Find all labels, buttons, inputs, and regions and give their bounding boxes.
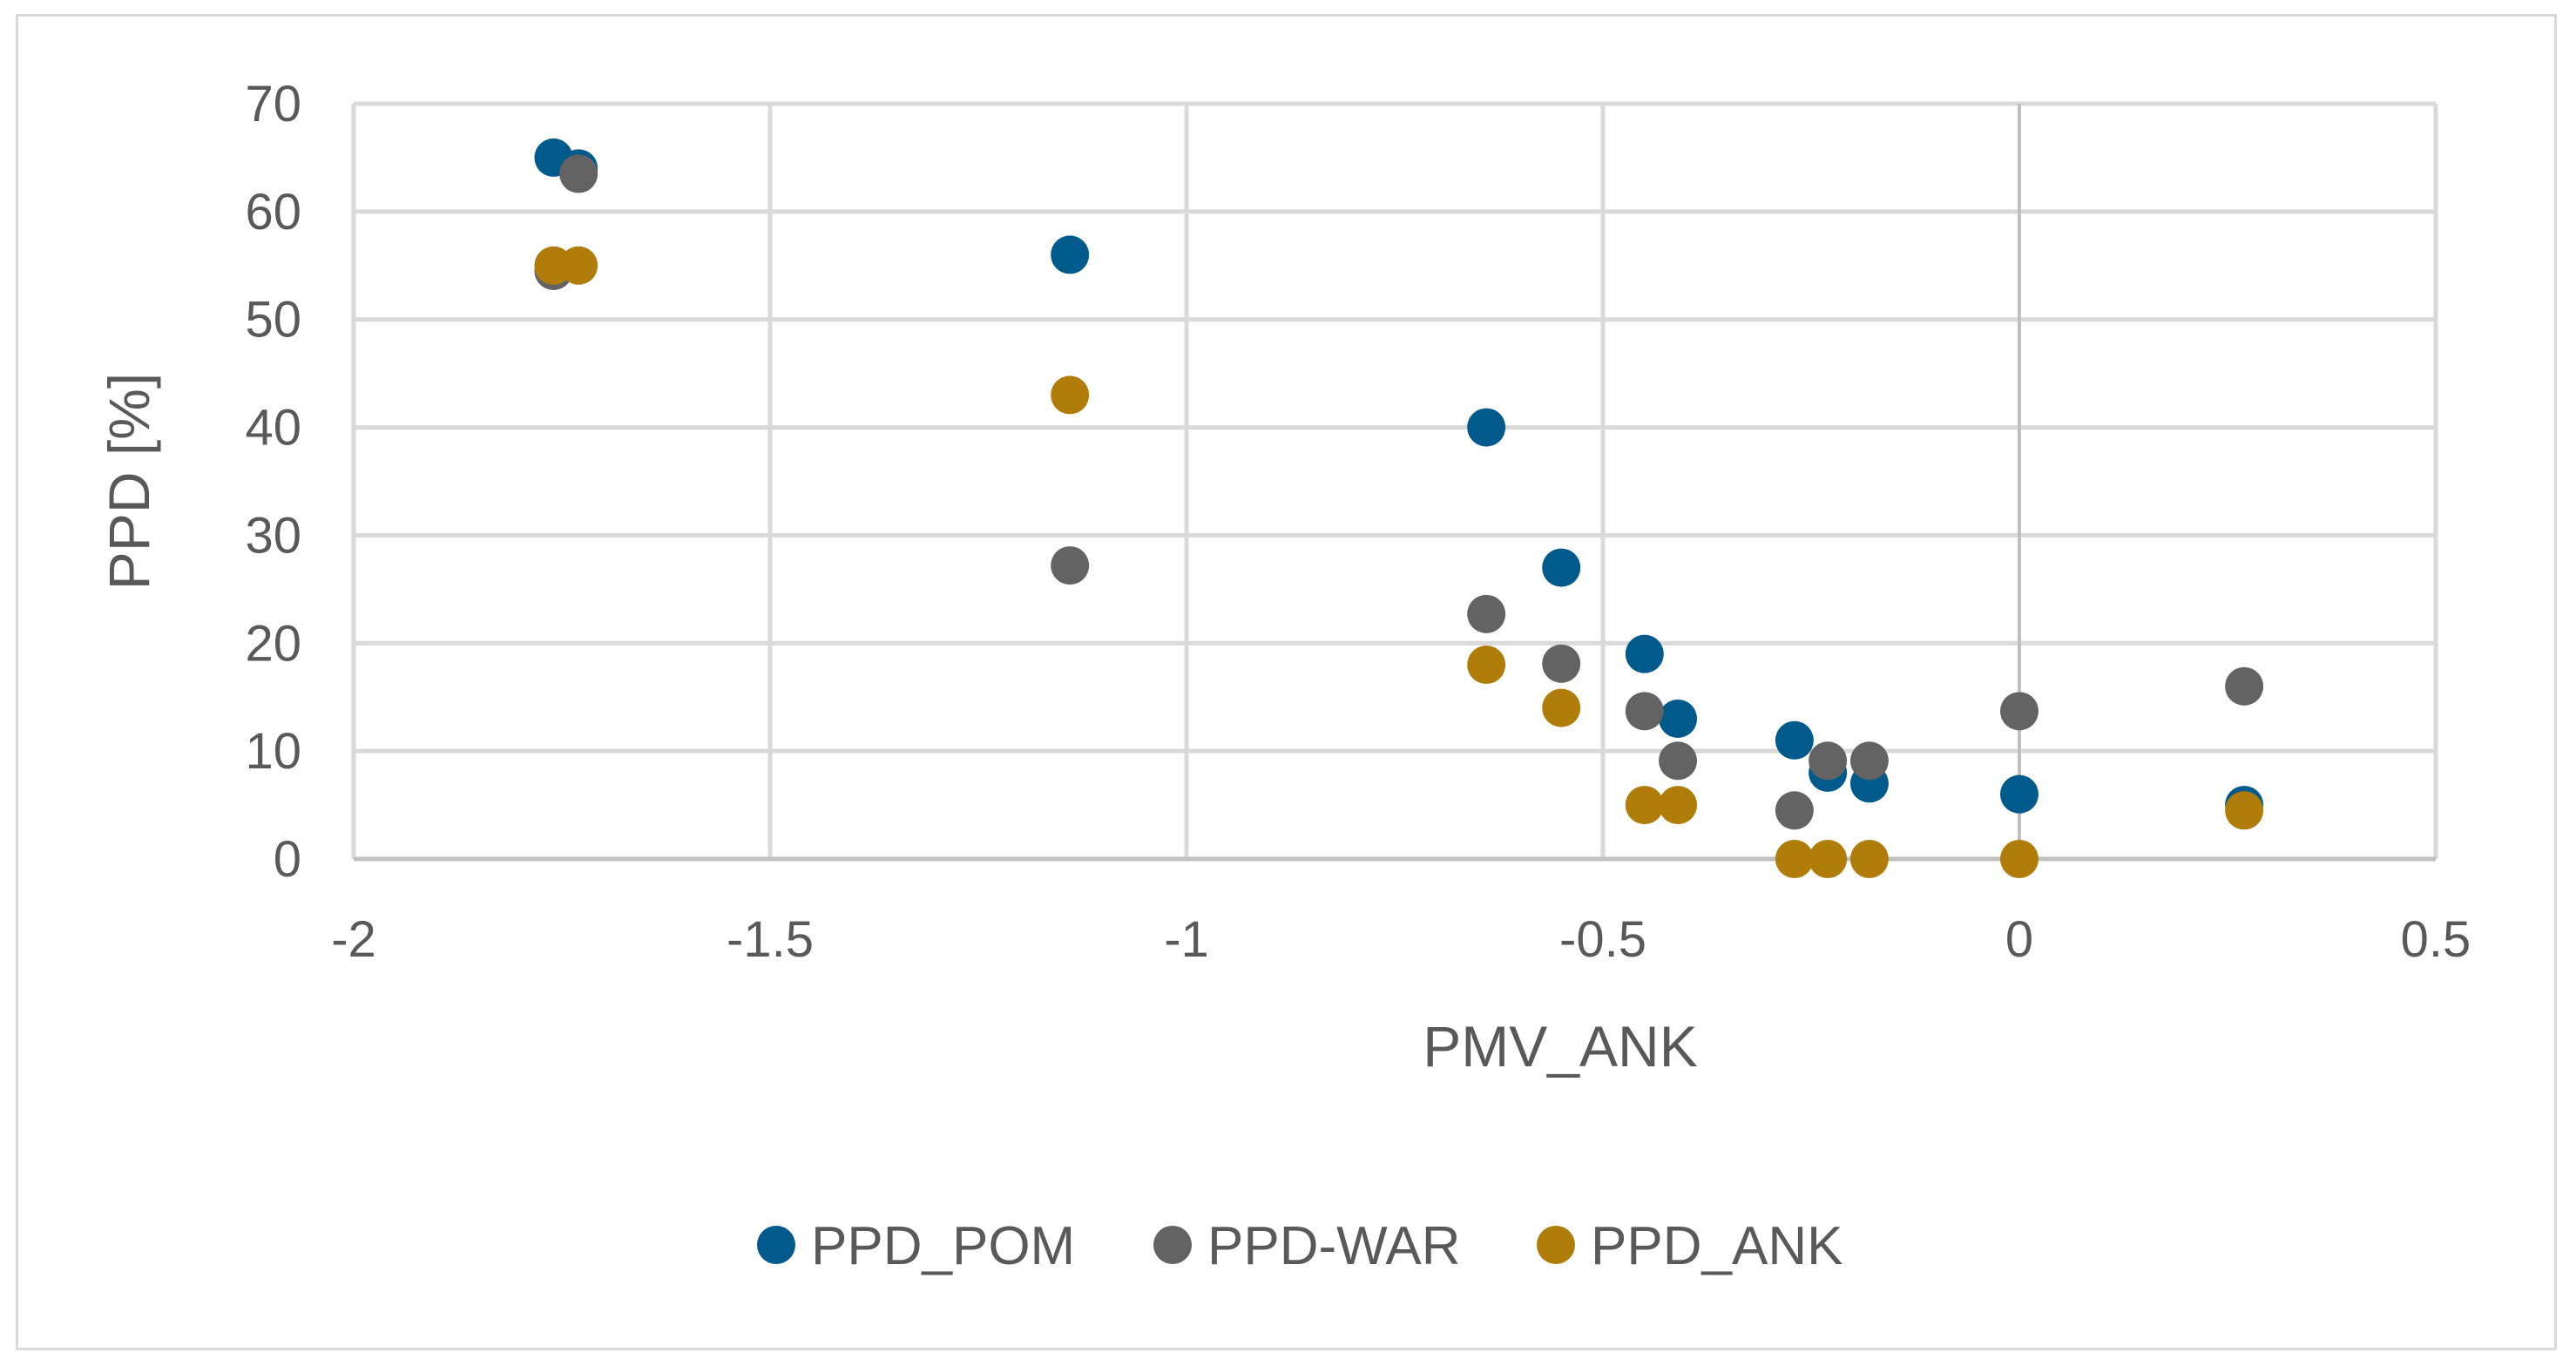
data-point [1659,786,1698,825]
data-point [559,154,598,193]
legend-marker [757,1226,795,1264]
x-axis-title: PMV_ANK [1423,1014,1697,1079]
y-tick-label: 40 [245,400,301,456]
x-tick-label: 0.5 [2401,911,2471,968]
data-point [559,246,598,285]
data-point [2225,791,2264,830]
data-point [1625,786,1664,825]
y-axis-title: PPD [%] [97,373,161,590]
y-tick-label: 20 [245,615,301,672]
legend-label: PPD_POM [811,1216,1075,1276]
legend-marker [1537,1226,1575,1264]
data-point [1051,546,1090,585]
y-tick-label: 10 [245,723,301,780]
x-tick-label: -1 [1164,911,1209,968]
data-point [1659,699,1698,738]
data-point [1467,594,1506,633]
y-tick-label: 70 [245,76,301,132]
tick-labels: 0 10 20 30 40 50 60 70 -2 -1.5 -1 -0.5 0 0.5 [245,76,2471,968]
data-point [1849,840,1889,878]
data-point [1467,646,1506,685]
data-point [1809,840,1848,878]
data-point [2000,774,2038,814]
x-tick-label: -1.5 [727,911,814,968]
x-tick-label: 0 [2005,911,2033,968]
data-point [1542,644,1581,683]
data-point [1542,548,1581,587]
data-point [1775,720,1814,760]
x-tick-label: -2 [331,911,376,968]
grid-layer [351,101,2438,859]
data-point [1849,741,1889,781]
legend-label: PPD_ANK [1591,1216,1842,1276]
y-tick-label: 0 [274,831,301,888]
data-point [1775,791,1814,830]
data-points [534,138,2264,878]
y-tick-label: 30 [245,507,301,564]
y-tick-label: 50 [245,292,301,348]
y-tick-label: 60 [245,184,301,240]
data-point [1809,741,1848,781]
data-point [1542,688,1581,727]
chart-frame: 0 10 20 30 40 50 60 70 -2 -1.5 -1 -0.5 0 0.5 PMV_ANK … [16,14,2557,1350]
x-tick-label: -0.5 [1559,911,1646,968]
data-point [1659,741,1698,781]
data-point [1467,408,1506,447]
data-point [2000,840,2038,878]
legend-label: PPD-WAR [1207,1216,1460,1276]
data-point [2000,692,2038,731]
data-point [2225,666,2264,706]
data-point [1625,692,1664,731]
data-point [1775,840,1814,878]
data-point [1051,375,1090,415]
data-point [1051,235,1090,274]
data-point [1625,634,1664,673]
legend-marker [1153,1226,1192,1264]
legend: PPD_POM PPD-WAR PPD_ANK [757,1216,1842,1276]
